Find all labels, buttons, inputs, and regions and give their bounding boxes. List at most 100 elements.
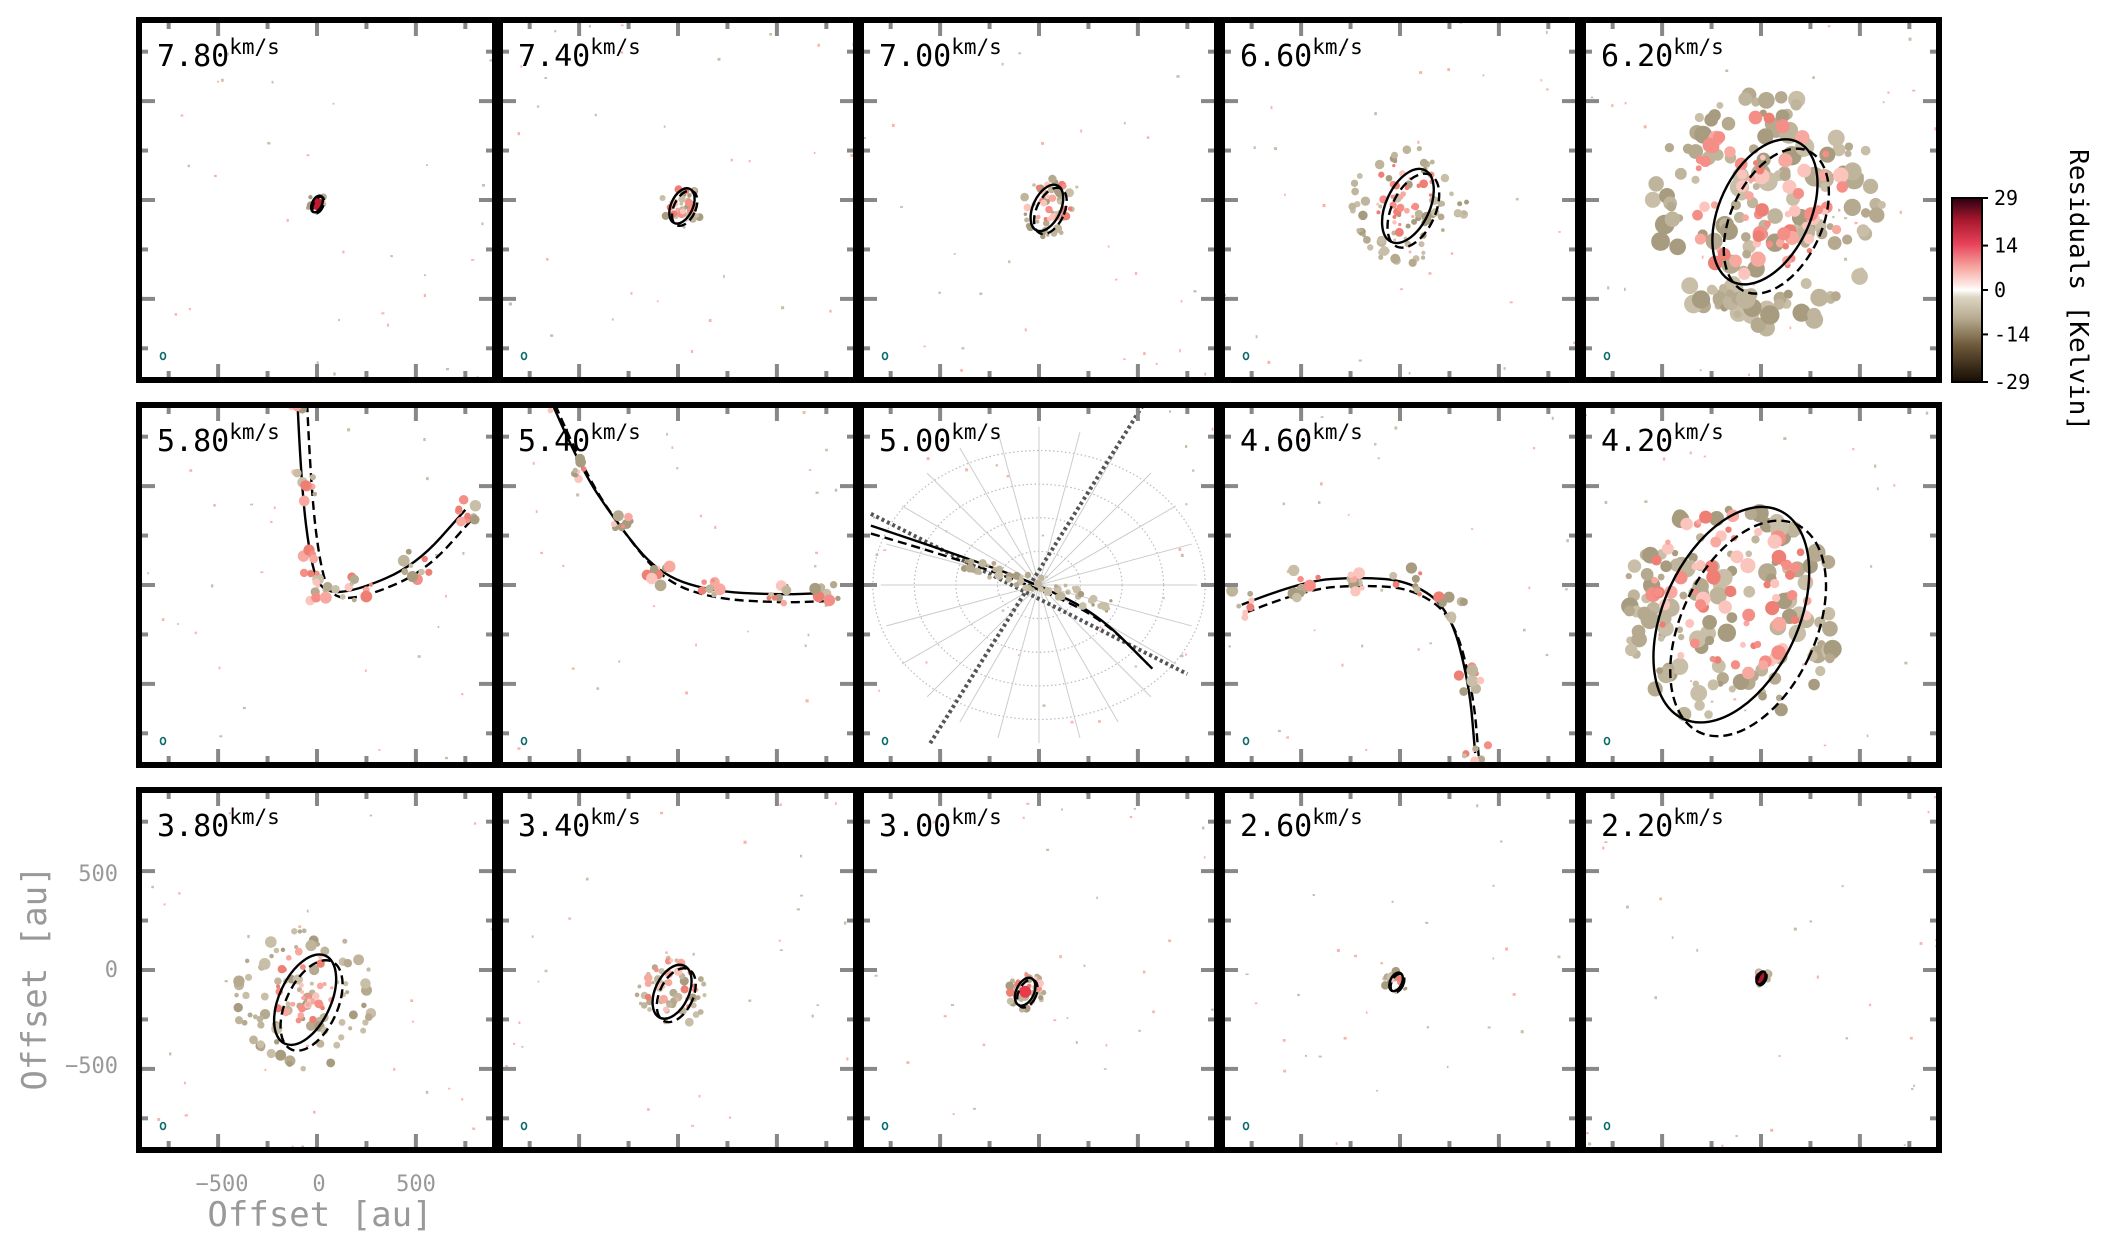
residual-blob bbox=[1790, 615, 1800, 625]
residual-blob bbox=[1782, 179, 1797, 194]
velocity-label: 6.60km/s bbox=[1240, 35, 1363, 74]
residual-blob bbox=[1844, 150, 1852, 158]
residual-blob bbox=[967, 558, 975, 566]
noise-speck bbox=[1689, 451, 1692, 455]
noise-speck bbox=[425, 477, 429, 481]
channel-panel: 4.60km/s bbox=[1219, 402, 1581, 768]
residual-blob bbox=[1023, 212, 1028, 217]
residual-blob bbox=[690, 1002, 697, 1009]
residual-blob bbox=[1657, 611, 1672, 626]
residual-blob bbox=[1644, 191, 1661, 208]
noise-speck bbox=[813, 152, 816, 154]
noise-speck bbox=[1703, 455, 1706, 458]
residual-blob bbox=[1795, 130, 1810, 145]
noise-speck bbox=[461, 693, 464, 696]
residual-blob bbox=[1637, 606, 1652, 621]
noise-speck bbox=[1934, 127, 1938, 131]
residual-blob bbox=[1064, 188, 1074, 198]
noise-speck bbox=[656, 300, 659, 303]
residual-blob bbox=[1699, 510, 1713, 524]
residual-blob bbox=[1454, 209, 1461, 217]
channel-panel: 7.80km/s bbox=[136, 17, 498, 383]
noise-speck bbox=[521, 1045, 524, 1048]
residual-blob bbox=[314, 570, 320, 576]
residual-blob bbox=[343, 981, 349, 987]
beam-marker bbox=[881, 736, 889, 746]
noise-speck bbox=[805, 699, 809, 703]
residual-blob bbox=[572, 467, 578, 474]
residual-blob bbox=[1752, 230, 1765, 242]
residual-blob bbox=[259, 1008, 271, 1020]
residual-blob bbox=[322, 982, 327, 987]
noise-speck bbox=[1500, 840, 1503, 843]
noise-speck bbox=[1191, 469, 1195, 472]
residual-blob bbox=[1813, 205, 1823, 215]
velocity-unit: km/s bbox=[1312, 805, 1363, 829]
residual-blob bbox=[256, 1015, 264, 1023]
x-tick-labels: −500 0 500 bbox=[196, 1172, 436, 1197]
channel-panel: 5.00km/s bbox=[858, 402, 1220, 768]
beam-marker bbox=[1603, 351, 1611, 361]
residual-blob bbox=[1418, 571, 1423, 576]
residual-blob bbox=[286, 1060, 293, 1067]
residual-blob bbox=[1782, 242, 1789, 250]
noise-speck bbox=[1566, 539, 1569, 543]
residual-blob bbox=[1625, 573, 1632, 580]
noise-speck bbox=[906, 1061, 910, 1064]
noise-speck bbox=[1059, 955, 1062, 959]
residual-blob bbox=[1246, 603, 1255, 612]
velocity-unit: km/s bbox=[590, 35, 641, 59]
noise-speck bbox=[1203, 856, 1206, 859]
residual-blob bbox=[1730, 660, 1741, 670]
noise-speck bbox=[448, 1087, 451, 1090]
noise-speck bbox=[1408, 250, 1412, 254]
residual-blob bbox=[1742, 608, 1756, 622]
noise-speck bbox=[1099, 625, 1102, 629]
residual-blob bbox=[1048, 174, 1057, 184]
residual-blob bbox=[679, 201, 684, 206]
noise-speck bbox=[151, 885, 154, 889]
residual-blob bbox=[1807, 307, 1822, 322]
residual-blob bbox=[621, 524, 626, 529]
noise-speck bbox=[1365, 748, 1368, 751]
residual-blob bbox=[1743, 585, 1756, 598]
noise-speck bbox=[972, 1107, 976, 1110]
residual-blob bbox=[1758, 660, 1769, 671]
noise-speck bbox=[692, 952, 695, 956]
noise-speck bbox=[671, 446, 674, 449]
residual-blob bbox=[1704, 112, 1719, 127]
x-tick-label: 500 bbox=[396, 1172, 436, 1197]
residual-blob bbox=[365, 1013, 373, 1021]
residual-blob bbox=[275, 984, 281, 989]
noise-speck bbox=[817, 43, 820, 47]
noise-speck bbox=[1419, 71, 1423, 74]
residual-blob bbox=[1443, 591, 1455, 603]
noise-speck bbox=[1169, 410, 1172, 413]
residual-blob bbox=[1657, 635, 1665, 642]
residual-blob bbox=[1694, 599, 1706, 611]
noise-speck bbox=[1545, 30, 1548, 34]
residual-blob bbox=[1356, 228, 1361, 233]
noise-speck bbox=[652, 605, 656, 608]
channel-panel: 7.00km/s bbox=[858, 17, 1220, 383]
noise-speck bbox=[178, 892, 181, 895]
noise-speck bbox=[748, 999, 752, 1002]
noise-speck bbox=[824, 604, 828, 607]
noise-speck bbox=[690, 1124, 695, 1127]
residual-blob bbox=[1822, 620, 1838, 637]
residual-blob bbox=[1429, 159, 1435, 165]
residual-blob bbox=[1724, 146, 1736, 158]
residual-blob bbox=[306, 998, 312, 1003]
residual-blob bbox=[1710, 656, 1716, 662]
residual-blob bbox=[546, 389, 557, 400]
noise-speck bbox=[219, 735, 223, 738]
residual-blob bbox=[1810, 288, 1829, 307]
noise-speck bbox=[1273, 147, 1278, 151]
noise-speck bbox=[1001, 609, 1005, 612]
noise-speck bbox=[1017, 654, 1020, 656]
velocity-label: 6.20km/s bbox=[1601, 35, 1724, 74]
residual-blob bbox=[401, 568, 409, 576]
noise-speck bbox=[1532, 447, 1536, 450]
residual-blob bbox=[1844, 142, 1854, 151]
residual-blob bbox=[766, 595, 772, 601]
